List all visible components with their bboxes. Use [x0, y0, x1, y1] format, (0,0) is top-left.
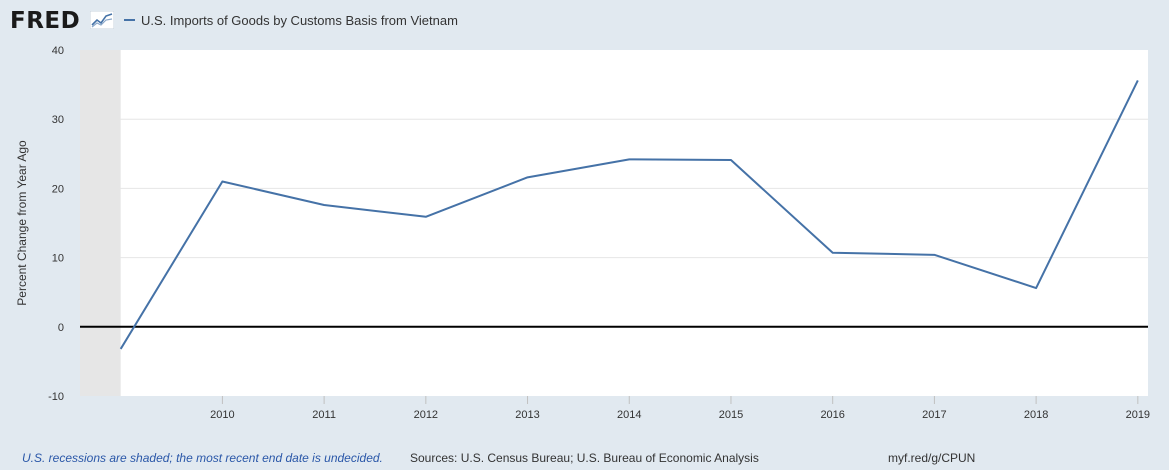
y-tick-label: 20 [52, 183, 64, 195]
y-tick-label: -10 [48, 391, 64, 403]
x-tick-label: 2012 [414, 409, 438, 421]
y-tick-label: 30 [52, 114, 64, 126]
x-tick-label: 2015 [719, 409, 743, 421]
y-tick-label: 10 [52, 253, 64, 265]
x-axis-ticks: 2010 2011 2012 2013 2014 2015 2016 2017 2018 2019 [210, 396, 1150, 421]
chart-legend[interactable]: U.S. Imports of Goods by Customs Basis f… [124, 11, 458, 29]
legend-series-label: U.S. Imports of Goods by Customs Basis f… [141, 12, 458, 28]
y-axis-ticks: -10 0 10 20 30 40 [48, 45, 64, 403]
short-url-link[interactable]: myf.red/g/CPUN [888, 451, 976, 465]
y-axis-title: Percent Change from Year Ago [15, 140, 29, 306]
chart-footer: U.S. recessions are shaded; the most rec… [0, 448, 1169, 468]
x-tick-label: 2017 [922, 409, 946, 421]
gridlines [80, 118, 1148, 328]
series-line[interactable] [119, 80, 1139, 350]
recession-note: U.S. recessions are shaded; the most rec… [22, 451, 383, 465]
chart-header: FRED U.S. Imports of Goods by Customs Ba… [0, 0, 1169, 40]
x-tick-label: 2013 [515, 409, 539, 421]
x-tick-label: 2016 [820, 409, 844, 421]
fred-logo-graph-icon [90, 11, 114, 29]
recession-band [80, 50, 121, 396]
x-tick-label: 2019 [1126, 409, 1150, 421]
x-tick-label: 2018 [1024, 409, 1048, 421]
fred-logo[interactable]: FRED [10, 8, 81, 34]
y-tick-label: 0 [58, 322, 64, 334]
x-tick-label: 2014 [617, 409, 641, 421]
x-tick-label: 2011 [312, 409, 336, 421]
y-tick-label: 40 [52, 45, 64, 57]
series-layer [119, 80, 1139, 350]
legend-swatch [124, 19, 135, 21]
plot-area [80, 50, 1148, 396]
sources-text: Sources: U.S. Census Bureau; U.S. Bureau… [410, 451, 759, 465]
recession-shading [80, 50, 121, 396]
x-tick-label: 2010 [210, 409, 234, 421]
